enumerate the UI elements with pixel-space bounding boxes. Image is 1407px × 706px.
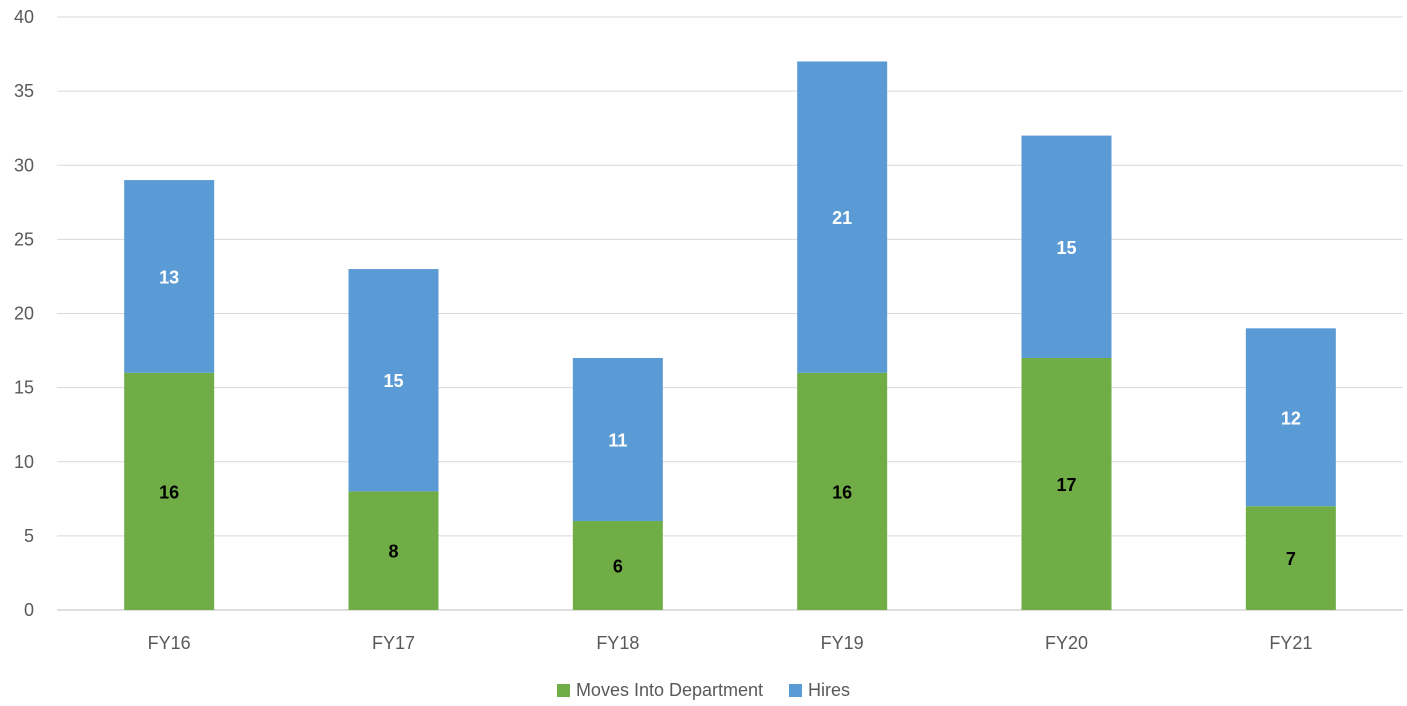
bar-moves-fy18 xyxy=(572,521,663,610)
y-tick-label: 20 xyxy=(14,304,34,324)
y-tick-label: 35 xyxy=(14,81,34,101)
data-label: 15 xyxy=(1056,238,1076,258)
legend-item-hires: Hires xyxy=(789,680,850,701)
y-tick-label: 15 xyxy=(14,378,34,398)
x-tick-label: FY17 xyxy=(372,633,415,653)
x-tick-label: FY21 xyxy=(1269,633,1312,653)
chart-legend: Moves Into Department Hires xyxy=(0,678,1407,702)
bar-moves-fy21 xyxy=(1245,506,1336,610)
bar-moves-fy17 xyxy=(348,491,439,610)
bar-hires-fy20 xyxy=(1021,135,1112,358)
bar-hires-fy17 xyxy=(348,269,439,492)
x-tick-label: FY18 xyxy=(596,633,639,653)
x-tick-label: FY20 xyxy=(1045,633,1088,653)
data-label: 6 xyxy=(613,557,623,577)
bar-hires-fy21 xyxy=(1245,328,1336,507)
data-label: 15 xyxy=(383,371,403,391)
bar-hires-fy19 xyxy=(797,61,888,373)
legend-label-moves: Moves Into Department xyxy=(575,679,764,700)
data-label: 11 xyxy=(608,431,627,451)
stacked-bar-chart: 0 5 10 15 20 25 30 35 40 16 13 FY16 8 15 FY17 6 11 FY18 16… xyxy=(14,7,1403,653)
bar-moves-fy16 xyxy=(124,372,215,610)
y-tick-label: 0 xyxy=(24,600,34,620)
legend-item-moves: Moves Into Department xyxy=(556,679,764,701)
bar-hires-fy16 xyxy=(124,180,215,373)
data-label: 13 xyxy=(159,267,179,287)
bar-moves-fy19 xyxy=(797,372,888,610)
data-label: 8 xyxy=(388,542,398,562)
y-tick-label: 10 xyxy=(14,452,34,472)
x-tick-label: FY16 xyxy=(148,633,191,653)
y-tick-label: 5 xyxy=(24,526,34,546)
legend-swatch-hires xyxy=(789,683,803,697)
data-label: 17 xyxy=(1056,475,1076,495)
bar-hires-fy18 xyxy=(572,357,663,522)
legend-swatch-moves xyxy=(556,683,570,697)
data-label: 21 xyxy=(832,208,852,228)
y-tick-label: 25 xyxy=(14,229,34,249)
data-label: 16 xyxy=(832,482,852,502)
y-tick-label: 40 xyxy=(14,7,34,27)
data-label: 12 xyxy=(1281,408,1301,428)
x-tick-label: FY19 xyxy=(821,633,864,653)
data-label: 16 xyxy=(159,482,179,502)
bar-moves-fy20 xyxy=(1021,357,1112,610)
data-label: 7 xyxy=(1286,549,1296,569)
legend-label-hires: Hires xyxy=(808,679,851,700)
y-tick-label: 30 xyxy=(14,155,34,175)
